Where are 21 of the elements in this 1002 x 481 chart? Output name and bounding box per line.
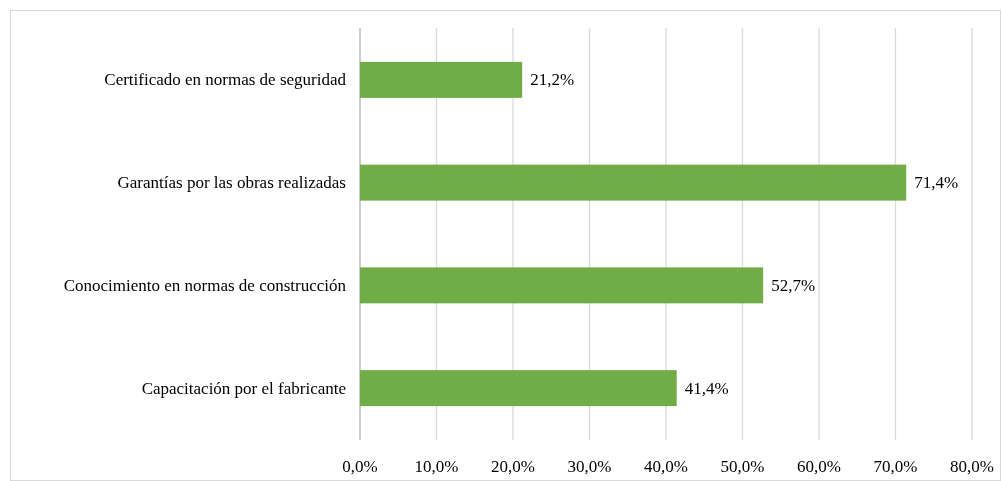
data-label: 21,2% (530, 70, 575, 90)
x-tick-label: 20,0% (491, 456, 535, 476)
bar (360, 370, 677, 407)
x-tick-label: 10,0% (414, 456, 459, 476)
x-tick-label: 70,0% (873, 456, 918, 476)
y-tick-label: Capacitación por el fabricante (141, 378, 346, 398)
x-tick-label: 30,0% (567, 456, 612, 476)
data-label: 41,4% (684, 378, 729, 398)
x-tick-label: 80,0% (950, 456, 994, 476)
x-tick-label: 50,0% (720, 456, 765, 476)
data-label: 71,4% (914, 173, 959, 193)
bar (360, 164, 907, 201)
y-tick-label: Certificado en normas de seguridad (104, 70, 347, 90)
bar (360, 267, 764, 304)
x-tick-label: 60,0% (797, 456, 841, 476)
x-tick-label: 40,0% (644, 456, 688, 476)
y-tick-label: Conocimiento en normas de construcción (63, 275, 347, 295)
data-label: 52,7% (771, 275, 816, 295)
bar (360, 61, 523, 98)
x-tick-label: 0,0% (342, 456, 378, 476)
y-tick-label: Garantías por las obras realizadas (117, 173, 346, 193)
